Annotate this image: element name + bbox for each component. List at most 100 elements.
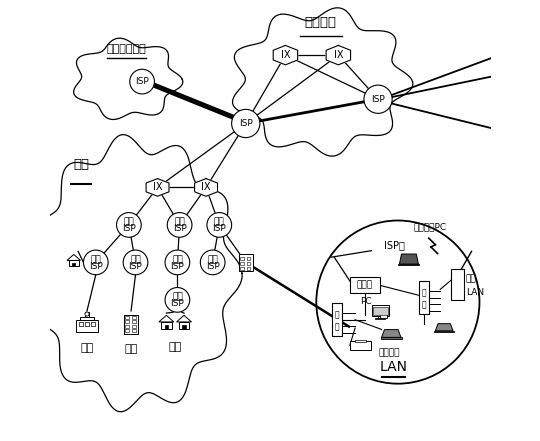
Bar — [76, 320, 98, 332]
Bar — [161, 322, 172, 329]
Polygon shape — [159, 315, 174, 322]
Text: IX: IX — [201, 183, 211, 192]
Circle shape — [316, 220, 480, 384]
Text: ISP: ISP — [239, 119, 253, 128]
Text: 二次: 二次 — [90, 255, 101, 264]
Polygon shape — [177, 315, 192, 322]
Polygon shape — [73, 38, 183, 120]
Text: ISP: ISP — [171, 262, 184, 271]
Bar — [179, 322, 190, 329]
Bar — [332, 303, 342, 336]
Text: IX: IX — [334, 50, 343, 60]
Polygon shape — [435, 324, 453, 331]
Text: 二次: 二次 — [172, 255, 183, 264]
Bar — [183, 325, 186, 329]
Circle shape — [85, 312, 89, 316]
Bar — [124, 314, 138, 334]
Bar — [240, 262, 244, 265]
Bar — [132, 320, 136, 323]
Bar — [240, 257, 244, 260]
Text: PC: PC — [360, 297, 372, 306]
Polygon shape — [326, 45, 350, 65]
Circle shape — [207, 213, 232, 237]
Bar — [85, 321, 89, 326]
Bar — [379, 316, 382, 318]
Bar — [372, 305, 389, 316]
Circle shape — [123, 250, 148, 275]
Text: 一次: 一次 — [124, 218, 134, 227]
Text: 二次: 二次 — [130, 255, 141, 264]
Polygon shape — [146, 179, 169, 196]
Bar — [435, 331, 454, 333]
Bar — [125, 316, 129, 319]
Text: 一次: 一次 — [174, 218, 185, 227]
Circle shape — [117, 213, 141, 237]
Text: ブ: ブ — [335, 322, 339, 331]
Text: 日本: 日本 — [73, 157, 89, 171]
Bar — [375, 318, 385, 319]
Text: 無線: 無線 — [466, 275, 477, 284]
Text: ISP: ISP — [89, 262, 103, 271]
Polygon shape — [67, 254, 80, 260]
Bar — [350, 341, 371, 350]
Text: シンガポール: シンガポール — [107, 44, 146, 54]
Text: ISP: ISP — [171, 299, 184, 308]
Text: 家庭: 家庭 — [168, 342, 182, 352]
Bar — [132, 325, 136, 328]
Bar — [91, 321, 95, 326]
Text: IX: IX — [281, 50, 290, 60]
Polygon shape — [382, 329, 401, 337]
Text: ISP: ISP — [371, 95, 385, 104]
Text: LAN: LAN — [380, 360, 408, 374]
Circle shape — [130, 69, 154, 94]
Text: ISP: ISP — [173, 224, 186, 233]
Bar — [132, 329, 136, 332]
Bar — [125, 325, 129, 328]
Text: ISP: ISP — [206, 262, 220, 271]
Bar — [381, 337, 402, 339]
Bar — [79, 321, 83, 326]
Text: ISP: ISP — [135, 77, 149, 86]
Text: 三次: 三次 — [172, 293, 183, 302]
Text: ハ: ハ — [422, 289, 427, 298]
Polygon shape — [32, 135, 242, 412]
Bar — [125, 320, 129, 323]
Bar — [239, 254, 253, 271]
Text: ISP: ISP — [212, 224, 226, 233]
Circle shape — [84, 250, 108, 275]
Bar — [420, 281, 429, 314]
Bar — [240, 267, 244, 269]
Bar — [132, 316, 136, 319]
Polygon shape — [400, 254, 419, 264]
Text: 学校: 学校 — [80, 344, 93, 353]
Text: ISP: ISP — [122, 224, 136, 233]
Bar — [247, 262, 251, 265]
Text: アメリカ: アメリカ — [305, 15, 337, 29]
Bar — [79, 317, 94, 320]
Polygon shape — [273, 45, 298, 65]
Bar — [69, 260, 78, 266]
Text: ハ: ハ — [335, 311, 339, 320]
Bar — [85, 311, 89, 317]
Text: LAN: LAN — [466, 288, 484, 297]
Bar — [247, 267, 251, 269]
Circle shape — [167, 213, 192, 237]
Text: 一次: 一次 — [214, 218, 225, 227]
Circle shape — [232, 109, 260, 138]
Text: プリンタ: プリンタ — [378, 349, 400, 358]
Text: 二次: 二次 — [207, 255, 218, 264]
Text: ブ: ブ — [422, 300, 427, 309]
Bar — [350, 277, 380, 293]
Polygon shape — [194, 179, 218, 196]
Bar — [399, 264, 420, 265]
Text: ISP: ISP — [129, 262, 143, 271]
Circle shape — [165, 288, 190, 312]
Bar — [451, 269, 464, 300]
Circle shape — [165, 250, 190, 275]
Bar — [165, 325, 168, 329]
Text: ルータ: ルータ — [357, 281, 373, 290]
Bar — [247, 257, 251, 260]
Circle shape — [364, 85, 392, 113]
Bar — [355, 340, 366, 342]
Bar — [72, 263, 75, 266]
